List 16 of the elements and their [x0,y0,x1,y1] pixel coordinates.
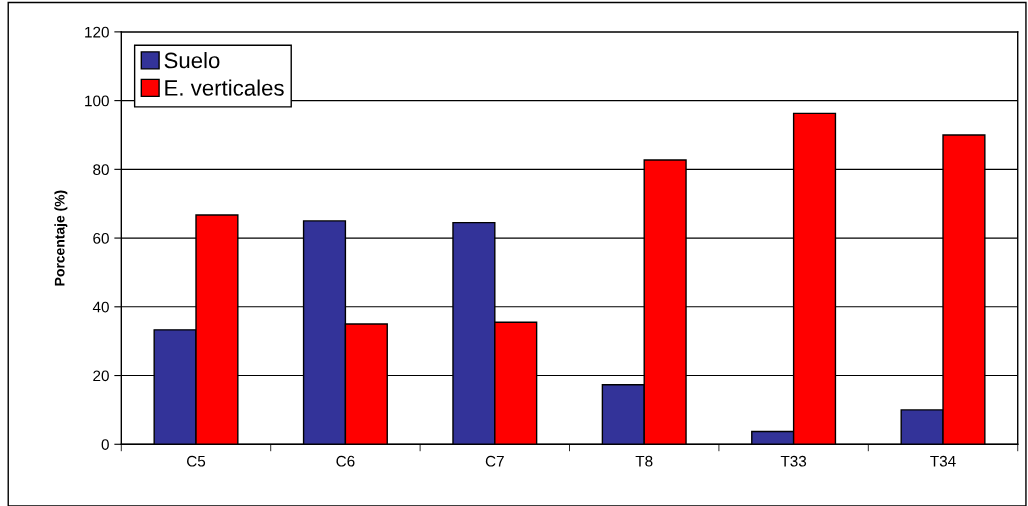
x-tick-label: T8 [635,455,653,467]
legend-label: E. verticales [165,79,284,96]
y-tick-label: 80 [93,164,109,176]
y-tick-label: 100 [85,95,109,107]
y-axis-title: Porcentaje (%) [54,190,68,286]
y-tick-label: 60 [93,232,109,244]
x-tick-label: C6 [336,455,355,467]
legend-label: Suelo [164,52,220,69]
x-tick-label: T34 [930,455,956,467]
y-tick-label: 120 [85,26,109,38]
y-tick-label: 0 [101,439,109,450]
y-tick-label: 20 [93,370,109,382]
x-tick-label: C7 [485,455,504,467]
x-tick-label: C5 [187,455,206,467]
y-tick-label: 40 [92,301,109,313]
x-tick-label: T33 [780,455,807,467]
